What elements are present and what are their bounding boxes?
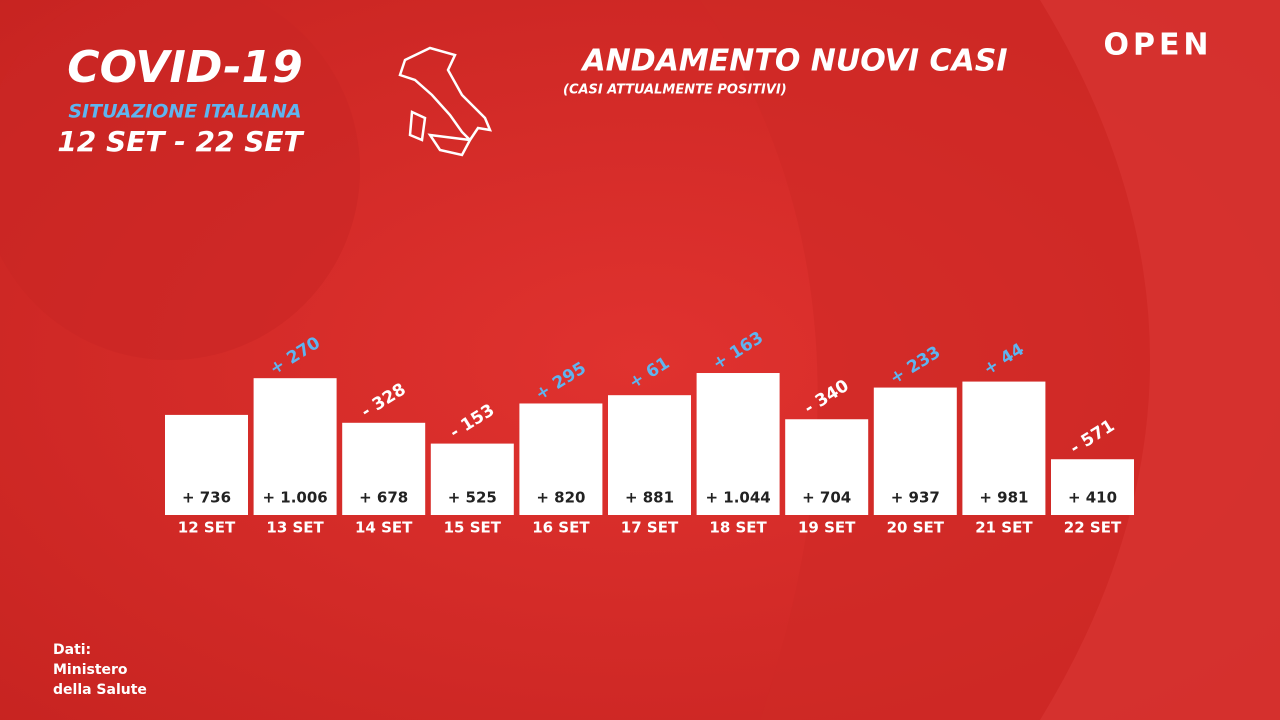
x-tick-label: 12 SET [178, 519, 236, 537]
x-tick-label: 18 SET [709, 519, 767, 537]
value-label: + 1.006 [262, 489, 327, 507]
decor [0, 0, 360, 360]
bar [165, 414, 248, 515]
x-tick-label: 20 SET [887, 519, 945, 537]
bar [785, 419, 869, 515]
value-label: + 881 [625, 489, 674, 507]
bar [1051, 459, 1134, 515]
value-label: + 981 [979, 489, 1028, 507]
value-label: + 525 [448, 489, 497, 507]
bar [873, 387, 957, 515]
x-tick-label: 21 SET [975, 519, 1033, 537]
value-label: + 937 [891, 489, 940, 507]
value-label: + 410 [1068, 489, 1117, 507]
italy-map [398, 46, 493, 157]
bar [430, 443, 514, 515]
decor [1040, 0, 1280, 720]
x-tick-label: 22 SET [1064, 519, 1122, 537]
bar [608, 395, 691, 515]
x-tick-label: 14 SET [355, 519, 413, 537]
source: Dati: [53, 642, 91, 658]
x-tick-label: 16 SET [532, 519, 590, 537]
chart-title: ANDAMENTO NUOVI CASI [580, 44, 1007, 79]
x-tick-label: 17 SET [621, 519, 679, 537]
source: Ministero [53, 662, 128, 678]
value-label: + 704 [802, 489, 851, 507]
bar [696, 373, 780, 515]
x-tick-label: 13 SET [266, 519, 324, 537]
header-subtitle: SITUAZIONE ITALIANA [68, 101, 301, 123]
value-label: + 678 [359, 489, 408, 507]
bar [519, 403, 603, 515]
header-period: 12 SET - 22 SET [57, 125, 304, 158]
bar [253, 378, 337, 515]
header-title: COVID-19 [67, 42, 302, 93]
source: della Salute [53, 682, 147, 698]
value-label: + 820 [536, 489, 585, 507]
bar [342, 422, 426, 515]
value-label: + 736 [182, 489, 231, 507]
bar [962, 381, 1046, 515]
brand-logo: OPEN [1103, 28, 1212, 63]
x-tick-label: 19 SET [798, 519, 856, 537]
x-tick-label: 15 SET [444, 519, 502, 537]
value-label: + 1.044 [705, 489, 770, 507]
chart-subtitle: (CASI ATTUALMENTE POSITIVI) [563, 83, 787, 98]
